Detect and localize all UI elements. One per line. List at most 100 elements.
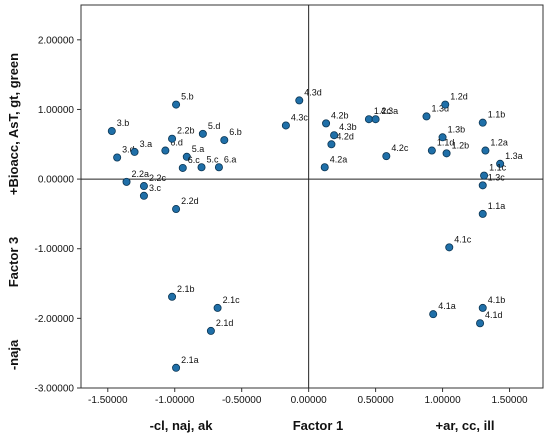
x-tick-label: 0.50000 <box>358 395 395 406</box>
x-axis-label-center: Factor 1 <box>293 418 344 433</box>
data-point <box>478 181 487 190</box>
data-point <box>168 292 177 301</box>
data-point <box>476 319 485 328</box>
y-axis-label-top: +Bioacc, AsT, gt, green <box>6 53 21 195</box>
data-point <box>445 243 454 252</box>
data-point <box>496 159 505 168</box>
data-point <box>478 303 487 312</box>
data-point-label: 6.b <box>229 127 242 137</box>
data-point-label: 1.3b <box>448 124 466 134</box>
x-tick-label: 1.50000 <box>491 395 528 406</box>
data-point <box>441 100 450 109</box>
reference-lines <box>81 5 543 388</box>
data-point-label: 2.1d <box>216 318 234 328</box>
data-point <box>139 182 148 191</box>
x-axis-label-left: -cl, naj, ak <box>150 418 214 433</box>
data-point <box>480 171 489 180</box>
data-point-label: 3.d <box>122 145 135 155</box>
data-point-label: 2.2b <box>177 126 195 136</box>
y-axis-label-center: Factor 3 <box>6 237 21 288</box>
data-point-label: 4.1d <box>485 310 503 320</box>
data-point-label: 4.3d <box>304 87 322 97</box>
x-axis-ticks: -1.50000 -1.00000 -0.50000 0.00000 0.50000 1.… <box>88 388 528 406</box>
y-tick-label: 1.00000 <box>38 105 75 116</box>
data-point <box>481 146 490 155</box>
data-point-label: 1.3c <box>488 172 506 182</box>
data-point <box>182 152 191 161</box>
data-point <box>371 115 380 124</box>
data-point-label: 1.1c <box>489 163 507 173</box>
data-point <box>172 205 181 214</box>
data-point-label: 4.3c <box>291 112 309 122</box>
data-point <box>122 177 131 186</box>
data-points: 3.b 3.d 3.a 2.2a 2.2c3.c 6.d 2.2b 5.b 5.a 5.d 5.c 2… <box>107 87 523 372</box>
data-point <box>438 133 447 142</box>
data-point-label: 1.1a <box>488 201 506 211</box>
data-point <box>322 119 331 128</box>
data-point <box>220 136 229 145</box>
y-tick-label: -3.00000 <box>35 384 75 395</box>
data-point <box>382 152 391 161</box>
y-tick-label: 0.00000 <box>38 175 75 186</box>
data-point <box>113 153 122 162</box>
data-point-label: 3.b <box>117 118 130 128</box>
data-point <box>320 163 329 172</box>
data-point <box>172 363 181 372</box>
data-point <box>429 310 438 319</box>
data-point-label: 2.1b <box>177 284 195 294</box>
data-point-label: 3.a <box>140 139 153 149</box>
data-point <box>178 163 187 172</box>
data-point-label: 1.2a <box>490 138 508 148</box>
data-point-label: 5.c <box>207 154 220 164</box>
data-point-label: 1.1b <box>488 110 506 120</box>
data-point-label: 1.3a <box>505 151 523 161</box>
data-point-label: 4.1a <box>438 301 456 311</box>
data-point-label: 6.c <box>188 155 201 165</box>
data-point-label: 2.2d <box>181 196 199 206</box>
data-point <box>172 100 181 109</box>
data-point <box>198 129 207 138</box>
data-point <box>330 131 339 140</box>
data-point-label: 2.2c <box>149 173 167 183</box>
data-point <box>168 134 177 143</box>
data-point-label: 5.b <box>181 92 194 102</box>
x-tick-label: 1.00000 <box>424 395 461 406</box>
data-point-label: 1.2d <box>450 92 468 102</box>
data-point <box>442 149 451 158</box>
plot-frame <box>80 4 544 389</box>
data-point <box>130 147 139 156</box>
data-point-label: 3.c <box>149 183 162 193</box>
x-tick-label: 0.00000 <box>291 395 328 406</box>
data-point <box>478 209 487 218</box>
data-point <box>364 115 373 124</box>
data-point-label: 1.2c <box>374 106 392 116</box>
data-point <box>161 146 170 155</box>
data-point <box>281 121 290 130</box>
data-point-label: 2.1a <box>181 355 199 365</box>
data-point <box>427 146 436 155</box>
data-point-label: 1.1d <box>437 138 455 148</box>
data-point <box>478 118 487 127</box>
data-point-label: 5.a <box>192 144 205 154</box>
x-tick-label: -0.50000 <box>222 395 262 406</box>
data-point <box>107 127 116 136</box>
y-tick-label: -2.00000 <box>35 314 75 325</box>
y-tick-label: -1.00000 <box>35 244 75 255</box>
data-point-label: 6.d <box>170 138 183 148</box>
x-axis-label-right: +ar, cc, ill <box>436 418 495 433</box>
data-point <box>197 163 206 172</box>
data-point-label: 1.3d <box>431 103 449 113</box>
data-point <box>213 303 222 312</box>
data-point-label: 4.1b <box>488 295 506 305</box>
data-point <box>327 140 336 149</box>
data-point <box>206 326 215 335</box>
data-point-label: 4.2c <box>391 143 409 153</box>
y-axis-label-bottom: -naja <box>6 339 21 370</box>
x-tick-label: -1.00000 <box>155 395 195 406</box>
data-point-label: 4.2d <box>336 131 354 141</box>
y-tick-label: 2.00000 <box>38 35 75 46</box>
data-point-label: 4.3a <box>381 106 399 116</box>
data-point-label: 2.1c <box>223 295 241 305</box>
data-point-label: 4.1c <box>454 234 472 244</box>
